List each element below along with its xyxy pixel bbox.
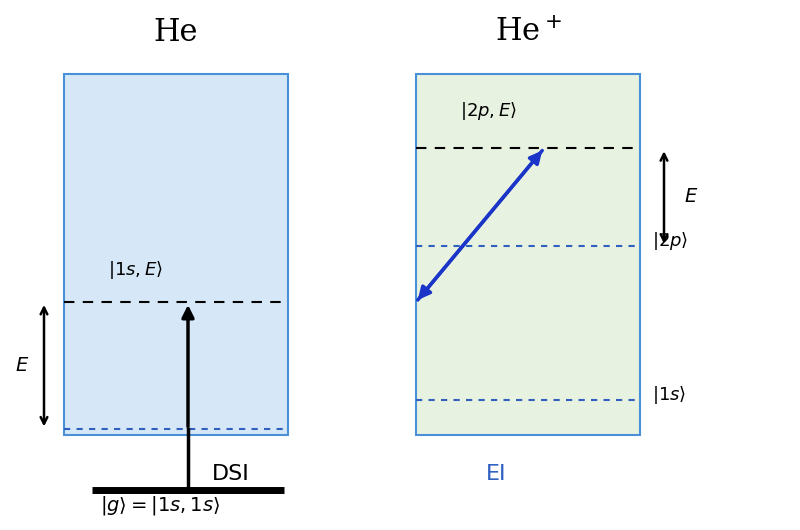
FancyBboxPatch shape [416, 74, 640, 435]
Text: $|1s,E\rangle$: $|1s,E\rangle$ [108, 259, 163, 281]
FancyBboxPatch shape [64, 74, 288, 435]
Text: $|g\rangle = |1s,1s\rangle$: $|g\rangle = |1s,1s\rangle$ [100, 494, 220, 517]
Text: $|1s\rangle$: $|1s\rangle$ [652, 384, 686, 406]
Text: He: He [154, 17, 198, 48]
Text: DSI: DSI [212, 464, 250, 484]
Text: $E$: $E$ [15, 357, 30, 375]
Text: $E$: $E$ [684, 188, 698, 206]
Text: EI: EI [486, 464, 506, 484]
Text: $|2p\rangle$: $|2p\rangle$ [652, 230, 688, 252]
Text: $|2p,E\rangle$: $|2p,E\rangle$ [460, 100, 517, 122]
Text: He$^+$: He$^+$ [494, 17, 562, 48]
